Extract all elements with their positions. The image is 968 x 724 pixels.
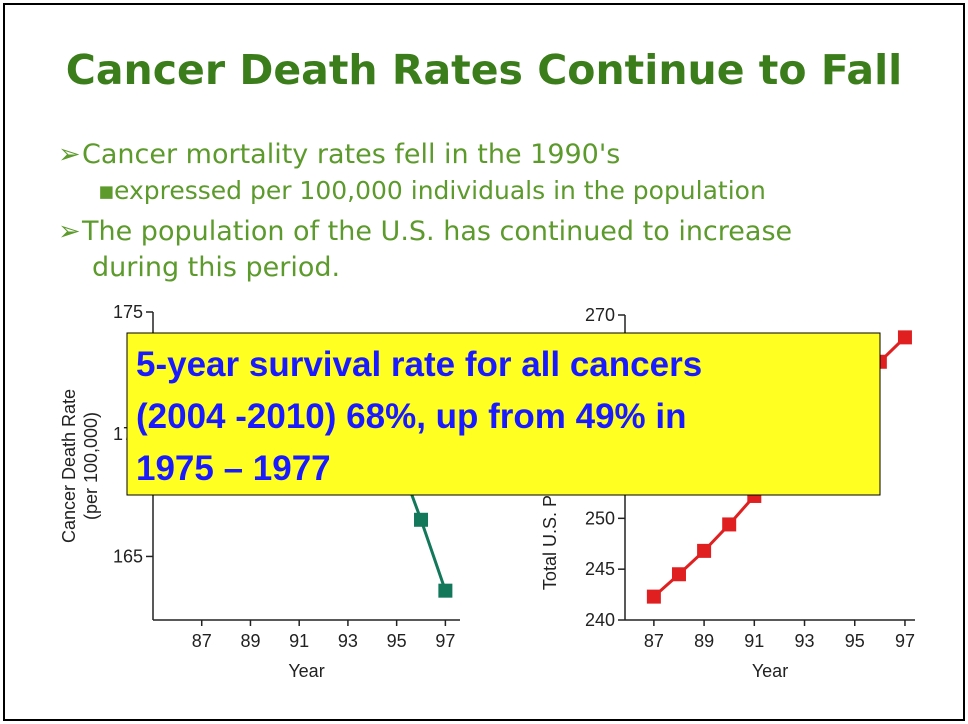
callout-line: 5-year survival rate for all cancers	[136, 345, 702, 384]
y-tick-label: 250	[585, 508, 615, 528]
bullet-marker: ➢	[58, 216, 81, 247]
x-tick-label: 89	[694, 631, 714, 651]
callout-box	[126, 332, 881, 496]
charts: 165170175878991939597YearCancer Death Ra…	[59, 302, 915, 681]
y-tick-label: 240	[585, 610, 615, 630]
callout-line: 1975 – 1977	[136, 449, 331, 488]
data-point	[646, 589, 661, 604]
x-tick-label: 93	[338, 631, 358, 651]
x-tick-label: 91	[289, 631, 309, 651]
sub-bullet: expressed per 100,000 individuals in the…	[114, 176, 766, 205]
data-point	[414, 512, 429, 527]
data-point	[897, 330, 912, 345]
sub-bullet-marker: ▪	[98, 176, 115, 205]
x-tick-label: 95	[387, 631, 407, 651]
x-tick-label: 89	[240, 631, 260, 651]
y-tick-label: 270	[585, 305, 615, 325]
y-tick-label: 245	[585, 559, 615, 579]
x-tick-label: 93	[795, 631, 815, 651]
x-axis-title: Year	[288, 661, 324, 681]
y-tick-label: 175	[113, 302, 143, 322]
callout-line: (2004 -2010) 68%, up from 49% in	[136, 397, 687, 436]
bullet: The population of the U.S. has continued…	[81, 216, 792, 247]
data-point	[438, 583, 453, 598]
y-axis-title: Cancer Death Rate	[59, 389, 79, 543]
data-point	[697, 543, 712, 558]
data-point	[722, 517, 737, 532]
x-tick-label: 87	[644, 631, 664, 651]
y-axis-title: (per 100,000)	[81, 412, 101, 520]
y-tick-label: 165	[113, 546, 143, 566]
x-tick-label: 87	[192, 631, 212, 651]
bullet-marker: ➢	[58, 139, 81, 170]
data-point	[671, 567, 686, 582]
slide-title: Cancer Death Rates Continue to Fall	[66, 46, 902, 94]
x-tick-label: 97	[895, 631, 915, 651]
bullet-continuation: during this period.	[92, 252, 340, 283]
x-tick-label: 91	[744, 631, 764, 651]
x-tick-label: 97	[435, 631, 455, 651]
x-axis-title: Year	[752, 661, 788, 681]
bullet: Cancer mortality rates fell in the 1990'…	[82, 139, 620, 170]
x-tick-label: 95	[845, 631, 865, 651]
callout: 5-year survival rate for all cancers (20…	[126, 332, 881, 496]
